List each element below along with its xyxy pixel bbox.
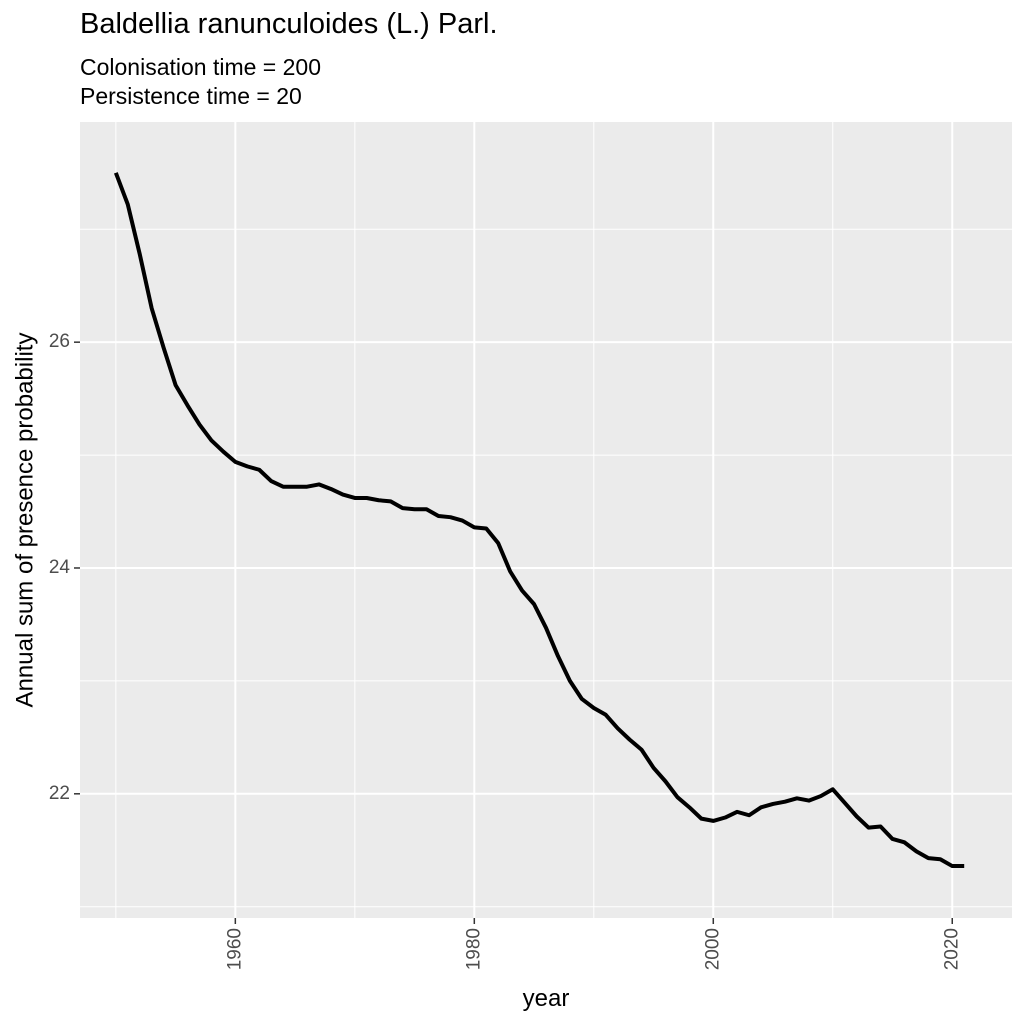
data-point [197,423,201,427]
data-point [484,526,488,530]
data-point [962,864,966,868]
data-point [855,814,859,818]
data-point [221,450,225,454]
data-point [341,493,345,497]
data-point [711,819,715,823]
data-point [771,802,775,806]
chart-title: Baldellia ranunculoides (L.) Parl. [80,8,498,40]
data-point [162,346,166,350]
data-point [891,837,895,841]
data-point [819,794,823,798]
chart-subtitle-persistence: Persistence time = 20 [80,83,302,109]
data-point [353,496,357,500]
data-point [568,679,572,683]
plot-panel [80,122,1012,918]
data-point [879,825,883,829]
data-point [436,514,440,518]
data-point [640,748,644,752]
y-axis-ticks: 22 24 26 [49,331,80,804]
x-tick-label: 2000 [702,928,723,970]
x-tick-label: 1960 [224,928,245,970]
data-point [126,202,130,206]
data-point [807,799,811,803]
series-line [113,172,965,869]
data-point [520,589,524,593]
data-point [843,801,847,805]
y-tick-label: 24 [49,557,71,578]
data-point [317,482,321,486]
data-point [902,840,906,844]
data-point [759,805,763,809]
data-point [914,849,918,853]
data-point [628,738,632,742]
data-point [472,525,476,529]
data-point [186,403,190,407]
data-point [401,506,405,510]
data-point [508,569,512,573]
data-point [747,813,751,817]
data-point [496,541,500,545]
data-point [675,795,679,799]
data-point [699,817,703,821]
data-point [723,816,727,820]
y-tick-label: 26 [49,331,70,352]
y-tick-label: 22 [49,783,70,804]
data-point [544,626,548,630]
x-tick-label: 2020 [941,928,962,970]
data-point [365,496,369,500]
data-point [795,796,799,800]
data-point [413,507,417,511]
x-axis-ticks: 1960 1980 2000 2020 [224,918,962,970]
data-point [783,800,787,804]
data-point [532,602,536,606]
data-point [329,487,333,491]
data-point [174,383,178,387]
data-point [293,485,297,489]
data-point [735,810,739,814]
data-point [652,766,656,770]
data-point [233,460,237,464]
data-point [592,706,596,710]
data-point [245,464,249,468]
y-axis-title: Annual sum of presence probability [11,333,38,708]
data-point [377,498,381,502]
data-point [257,468,261,472]
data-point [448,515,452,519]
data-point [269,479,273,483]
x-tick-label: 1980 [463,928,484,970]
data-point [926,856,930,860]
data-point [663,779,667,783]
chart-subtitle-colonisation: Colonisation time = 200 [80,54,322,80]
data-point [150,306,154,310]
data-point [938,857,942,861]
data-point [281,485,285,489]
data-point [305,485,309,489]
data-point [114,171,118,175]
data-point [425,507,429,511]
data-point [580,697,584,701]
data-point [604,713,608,717]
data-point [616,726,620,730]
data-point [389,499,393,503]
x-axis-title: year [523,985,570,1012]
data-point [867,826,871,830]
data-point [687,805,691,809]
data-point [950,864,954,868]
data-point [138,252,142,256]
data-point [556,654,560,658]
grid-major [80,122,1012,918]
data-point [460,519,464,523]
data-point [209,438,213,442]
data-point [831,787,835,791]
